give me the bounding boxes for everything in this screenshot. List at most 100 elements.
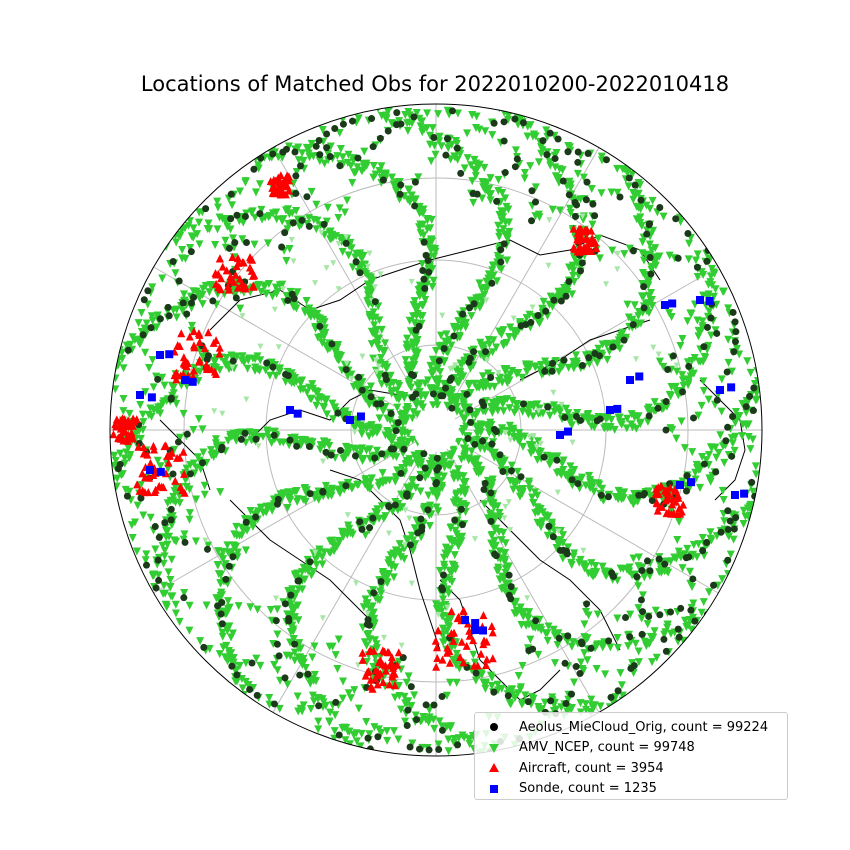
amv-point	[128, 333, 137, 342]
amv-point	[403, 126, 412, 135]
amv-point	[530, 432, 537, 439]
amv-point	[204, 219, 213, 228]
aeolus-point	[378, 450, 386, 458]
amv-point	[487, 681, 496, 690]
amv-point	[305, 310, 314, 319]
amv-point	[619, 149, 628, 158]
amv-point	[491, 541, 500, 550]
aircraft-point	[281, 180, 290, 189]
aeolus-point	[712, 468, 720, 476]
aeolus-point	[306, 558, 314, 566]
amv-point	[434, 110, 443, 119]
aeolus-point	[448, 107, 456, 115]
aircraft-point	[163, 451, 172, 460]
amv-point	[219, 555, 228, 564]
amv-point	[650, 627, 659, 636]
aeolus-point	[543, 151, 551, 159]
amv-point	[335, 286, 342, 293]
amv-point	[289, 635, 298, 644]
amv-point	[382, 727, 391, 736]
amv-point	[554, 629, 563, 638]
amv-point	[707, 239, 716, 248]
amv-point	[186, 461, 195, 470]
amv-point	[738, 399, 747, 408]
amv-point	[531, 183, 540, 192]
amv-point	[295, 222, 304, 231]
aeolus-point	[387, 445, 395, 453]
amv-point	[724, 304, 733, 313]
amv-point	[402, 678, 411, 687]
amv-point	[693, 316, 702, 325]
aircraft-point	[233, 254, 242, 263]
amv-point	[584, 611, 593, 620]
amv-point	[559, 465, 568, 474]
amv-point	[264, 239, 273, 248]
aeolus-point	[640, 283, 648, 291]
aeolus-point	[472, 669, 480, 677]
amv-point	[283, 225, 292, 234]
amv-point	[746, 445, 755, 454]
aircraft-point	[671, 486, 680, 495]
aircraft-point	[215, 283, 224, 292]
aeolus-point	[728, 452, 736, 460]
aircraft-point	[249, 281, 258, 290]
amv-point	[193, 453, 202, 462]
amv-point	[563, 543, 572, 552]
aeolus-point	[549, 533, 557, 541]
amv-point	[381, 476, 390, 485]
amv-point	[634, 178, 643, 187]
amv-point	[486, 190, 495, 199]
amv-point	[147, 412, 156, 421]
amv-point	[257, 343, 264, 350]
amv-point	[510, 315, 517, 322]
amv-point	[502, 503, 509, 510]
amv-point	[567, 703, 576, 712]
amv-point	[483, 297, 490, 304]
amv-point	[497, 456, 506, 465]
amv-point	[588, 220, 597, 229]
amv-point	[582, 705, 591, 714]
aeolus-point	[500, 118, 508, 126]
amv-point	[559, 456, 568, 465]
amv-point	[625, 567, 634, 576]
amv-point	[149, 383, 158, 392]
amv-point	[149, 405, 158, 414]
amv-point	[647, 265, 656, 274]
aeolus-point	[273, 640, 281, 648]
amv-point	[613, 614, 622, 623]
amv-point	[442, 330, 451, 339]
amv-point	[153, 612, 162, 621]
amv-point	[196, 465, 205, 474]
amv-point	[638, 238, 647, 247]
amv-point	[514, 672, 523, 681]
amv-point	[159, 581, 168, 590]
aeolus-point	[167, 516, 175, 524]
amv-point	[689, 599, 698, 608]
amv-point	[393, 403, 402, 412]
amv-point	[455, 333, 464, 342]
amv-point	[584, 409, 593, 418]
aeolus-point	[639, 491, 647, 499]
amv-point	[516, 603, 525, 612]
aeolus-point	[595, 352, 603, 360]
aeolus-point	[525, 647, 533, 655]
aircraft-point	[234, 258, 243, 267]
amv-point	[460, 164, 469, 173]
amv-point	[339, 532, 348, 541]
amv-point	[685, 484, 694, 493]
aeolus-point	[152, 584, 160, 592]
amv-point	[185, 515, 194, 524]
aeolus-point	[750, 384, 758, 392]
amv-point	[440, 463, 449, 472]
aircraft-point	[128, 421, 137, 430]
amv-point	[135, 427, 144, 436]
amv-point	[275, 367, 284, 376]
amv-point	[546, 217, 553, 224]
amv-point	[556, 206, 565, 215]
aeolus-point	[291, 148, 299, 156]
amv-point	[502, 338, 511, 347]
amv-point	[543, 636, 552, 645]
amv-point	[689, 550, 698, 559]
amv-point	[640, 573, 649, 582]
amv-point	[294, 616, 303, 625]
